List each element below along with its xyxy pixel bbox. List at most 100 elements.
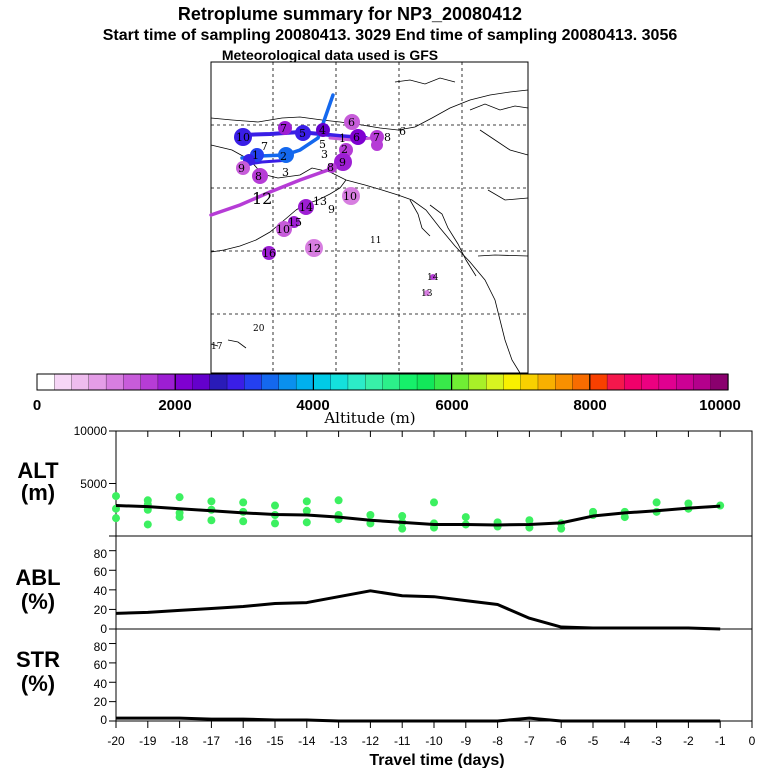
plume-label: 10 [343, 190, 357, 203]
colorbar-frame [36, 373, 729, 391]
colorbar: 0 2000 4000 6000 8000 10000 Altitude (m) [33, 373, 741, 427]
map-frame [210, 61, 529, 374]
plume-label: 1 [252, 149, 259, 162]
alt-series-line [115, 504, 721, 527]
plume-label: 9 [328, 203, 335, 216]
colorbar-cell [261, 373, 280, 391]
colorbar-cell [347, 373, 366, 391]
colorbar-cells [36, 373, 729, 391]
alt-scatter-point [620, 513, 629, 522]
colorbar-cell [192, 373, 211, 391]
colorbar-label: Altitude (m) [323, 409, 415, 427]
x-tick-label: -16 [235, 734, 253, 748]
figure-title: Retroplume summary for NP3_20080412 [178, 4, 522, 24]
x-tick-label: -8 [492, 734, 503, 748]
plume-label: 8 [255, 170, 262, 183]
alt-scatter-point [207, 497, 216, 506]
alt-scatter-point [652, 498, 661, 507]
plume-label: 3 [282, 166, 289, 179]
x-tick-label: -9 [460, 734, 471, 748]
plume-label: 12 [252, 189, 272, 208]
x-tick-label: -18 [171, 734, 189, 748]
y-tick-labels: 10000 5000 80 60 40 20 0 80 60 40 20 0 [74, 424, 108, 727]
tick-marks [109, 430, 753, 728]
alt-scatter-point [334, 496, 343, 505]
abl-ytick: 80 [94, 547, 108, 561]
plume-label: 8 [327, 161, 334, 174]
plume-label: 16 [262, 247, 276, 260]
alt-scatter-point [525, 516, 534, 525]
plume-label: 8 [384, 131, 391, 144]
plume-label: 1 [339, 132, 346, 145]
colorbar-cell [451, 373, 470, 391]
alt-unit: (m) [21, 480, 55, 505]
series-lines [115, 504, 721, 723]
abl-ytick: 40 [94, 584, 108, 598]
plume-label: 9 [339, 156, 346, 169]
alt-scatter-point [302, 518, 311, 527]
colorbar-cell [434, 373, 453, 391]
colorbar-cell [226, 373, 245, 391]
alt-scatter-point [175, 513, 184, 522]
x-tick-label: -17 [203, 734, 221, 748]
plume-label: 13 [421, 289, 433, 299]
colorbar-cell [416, 373, 435, 391]
plume-labels: 10 7 5 4 2 1 6 7 6 8 6 5 3 2 1 9 8 3 9 8… [211, 116, 439, 352]
colorbar-cell [641, 373, 660, 391]
alt-scatter-points [112, 492, 725, 533]
alt-label: ALT [17, 458, 59, 483]
map-panel: 10 7 5 4 2 1 6 7 6 8 6 5 3 2 1 9 8 3 9 8… [209, 61, 529, 374]
abl-ytick: 0 [100, 622, 107, 636]
alt-scatter-point [398, 512, 407, 521]
x-tick-label: -7 [524, 734, 535, 748]
alt-scatter-point [461, 513, 470, 522]
alt-scatter-point [112, 514, 120, 523]
plume-label: 14 [427, 273, 439, 283]
colorbar-cell [537, 373, 556, 391]
alt-scatter-point [239, 517, 248, 526]
colorbar-cell [503, 373, 522, 391]
time-panels [115, 430, 753, 722]
colorbar-cell [693, 373, 712, 391]
colorbar-cell [175, 373, 194, 391]
alt-scatter-point [557, 524, 566, 533]
str-ytick: 0 [100, 713, 107, 727]
colorbar-cell [330, 373, 349, 391]
colorbar-cell [36, 373, 55, 391]
alt-scatter-point [398, 524, 407, 533]
x-tick-label: 0 [749, 734, 756, 748]
colorbar-cell [468, 373, 487, 391]
plume-label: 12 [307, 242, 321, 255]
str-ytick: 20 [94, 695, 108, 709]
plume-label: 2 [341, 143, 348, 156]
colorbar-cell [313, 373, 332, 391]
colorbar-cell [710, 373, 729, 391]
colorbar-cell [88, 373, 107, 391]
plume-label: 9 [238, 162, 245, 175]
abl-ytick: 20 [94, 603, 108, 617]
colorbar-cell [71, 373, 90, 391]
str-unit: (%) [21, 671, 55, 696]
plume-label: 15 [288, 216, 302, 229]
plume-label: 6 [399, 125, 406, 138]
colorbar-cell [278, 373, 297, 391]
colorbar-cell [295, 373, 315, 391]
alt-scatter-point [271, 501, 279, 510]
colorbar-cell [209, 373, 228, 391]
x-tick-label: -12 [362, 734, 380, 748]
plume-label: 4 [319, 124, 326, 137]
str-ytick: 40 [94, 677, 108, 691]
colorbar-cell [382, 373, 401, 391]
plume-label: 3 [321, 148, 328, 161]
plume-label: 5 [299, 127, 306, 140]
colorbar-tick: 4000 [296, 397, 329, 414]
alt-scatter-point [302, 497, 311, 506]
colorbar-tick: 0 [33, 397, 41, 414]
plume-label: 2 [280, 150, 287, 163]
x-tick-labels: -20 -19 -18 -17 -16 -15 -14 -13 -12 -11 -10 -9 -8 -7-… [107, 734, 755, 748]
str-series-line [116, 716, 721, 723]
sampling-times: Start time of sampling 20080413. 3029 En… [103, 27, 678, 44]
plume-label: 13 [313, 195, 327, 208]
plume-label: 11 [370, 236, 381, 246]
